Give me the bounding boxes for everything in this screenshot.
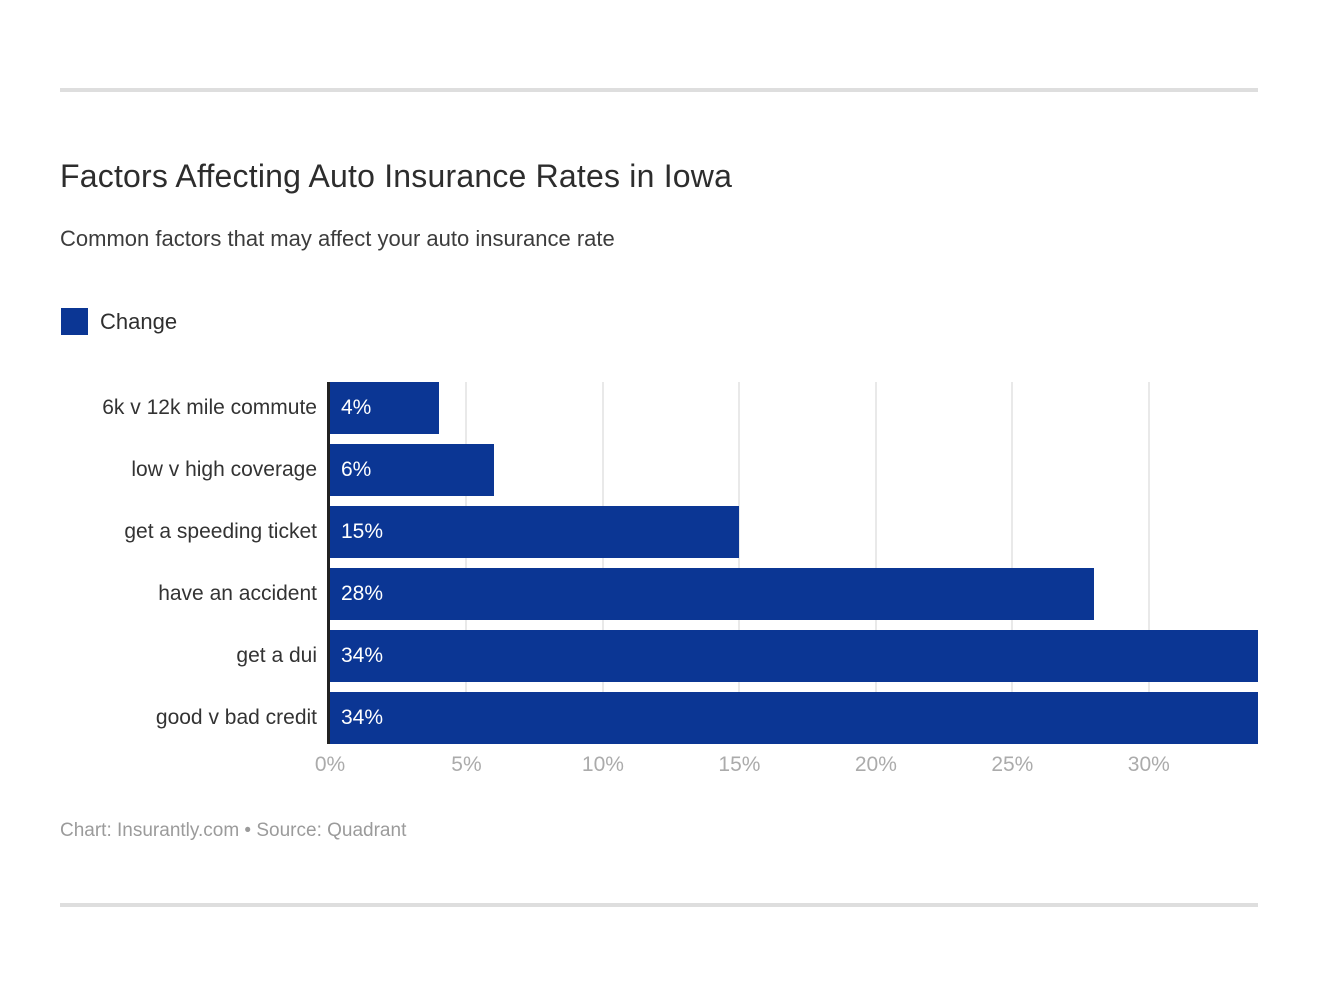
category-label: have an accident <box>158 582 317 605</box>
top-divider <box>60 88 1258 92</box>
bar-value-label: 6% <box>341 458 372 481</box>
bar-value-label: 15% <box>341 520 384 543</box>
legend: Change <box>61 308 177 335</box>
bar-row: get a speeding ticket 15% <box>60 506 1258 558</box>
source-credit: Chart: Insurantly.com • Source: Quadrant <box>60 820 407 841</box>
gridline <box>601 382 604 744</box>
gridline-layer <box>327 382 1258 744</box>
gridline <box>1147 382 1150 744</box>
category-label: get a dui <box>236 644 317 667</box>
bar-chart: 6k v 12k mile commute 4% low v high covera… <box>60 382 1258 781</box>
bar-value-label: 34% <box>341 644 384 667</box>
bar-row: 6k v 12k mile commute 4% <box>60 382 1258 434</box>
gridline <box>465 382 468 744</box>
chart-subtitle: Common factors that may affect your auto… <box>60 226 615 251</box>
bar-row: have an accident 28% <box>60 568 1258 620</box>
category-label: good v bad credit <box>155 706 317 729</box>
bar-track: 6% <box>330 444 1258 496</box>
axis-baseline <box>327 382 330 744</box>
bar: 4% <box>330 382 440 434</box>
bar-row: get a dui 34% <box>60 630 1258 682</box>
bottom-divider <box>60 903 1258 907</box>
x-axis-tick-label: 15% <box>718 753 761 776</box>
category-label: low v high coverage <box>131 458 317 481</box>
bar: 34% <box>330 630 1258 682</box>
x-axis-tick-label: 20% <box>854 753 897 776</box>
x-axis: 0% 5% 10% 15% 20% 25% 30% <box>315 753 1258 781</box>
bar-track: 28% <box>330 568 1258 620</box>
category-label: 6k v 12k mile commute <box>102 396 317 419</box>
x-axis-tick-label: 5% <box>451 753 482 776</box>
bar-rows: 6k v 12k mile commute 4% low v high covera… <box>60 382 1258 744</box>
bar-value-label: 4% <box>341 396 372 419</box>
chart-title: Factors Affecting Auto Insurance Rates i… <box>60 158 733 194</box>
legend-swatch <box>61 308 88 335</box>
gridline <box>738 382 741 744</box>
x-axis-tick-label: 10% <box>581 753 624 776</box>
plot-area: 6k v 12k mile commute 4% low v high covera… <box>60 382 1258 744</box>
legend-label: Change <box>100 308 178 334</box>
bar: 28% <box>330 568 1095 620</box>
category-label: get a speeding ticket <box>124 520 317 543</box>
bar: 6% <box>330 444 494 496</box>
x-axis-tick-label: 0% <box>314 753 346 776</box>
bar: 34% <box>330 692 1258 744</box>
gridline <box>874 382 877 744</box>
bar-track: 34% <box>330 630 1258 682</box>
x-axis-tick-label: 30% <box>1127 753 1170 776</box>
bar-value-label: 28% <box>341 582 384 605</box>
bar-row: good v bad credit 34% <box>60 692 1258 744</box>
gridline <box>1011 382 1014 744</box>
bar-value-label: 34% <box>341 706 384 729</box>
bar-track: 34% <box>330 692 1258 744</box>
bar: 15% <box>330 506 740 558</box>
bar-track: 4% <box>330 382 1258 434</box>
bar-row: low v high coverage 6% <box>60 444 1258 496</box>
bar-track: 15% <box>330 506 1258 558</box>
x-axis-tick-label: 25% <box>991 753 1034 776</box>
